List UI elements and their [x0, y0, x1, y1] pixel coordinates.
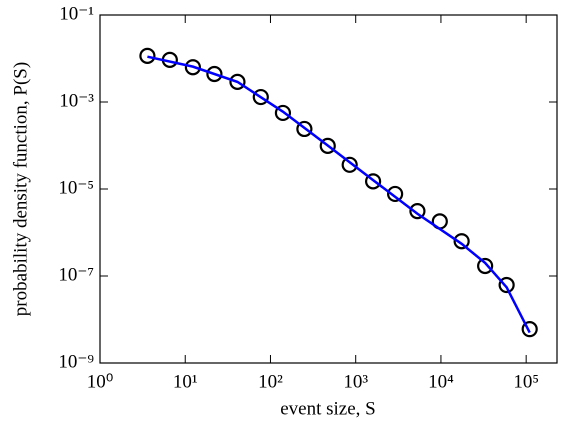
x-tick-label: 10⁰ — [87, 371, 114, 392]
data-point — [252, 88, 269, 106]
data-point — [453, 233, 470, 250]
y-axis-title: probability density function, P(S) — [10, 62, 31, 316]
y-tick-label: 10⁻⁹ — [58, 351, 94, 372]
y-tick-label: 10⁻¹ — [59, 3, 94, 24]
data-point — [409, 203, 426, 220]
data-point — [139, 47, 156, 64]
data-point — [477, 257, 494, 275]
y-tick-label: 10⁻⁷ — [58, 264, 94, 285]
x-tick-label: 10² — [258, 371, 283, 392]
x-tick-label: 10¹ — [173, 371, 198, 392]
data-point — [319, 137, 336, 154]
data-point — [521, 321, 538, 338]
x-tick-label: 10⁴ — [428, 371, 454, 392]
data-point — [229, 73, 246, 90]
x-tick-label: 10³ — [343, 371, 368, 392]
x-tick-label: 10⁵ — [513, 371, 539, 392]
y-tick-label: 10⁻⁵ — [58, 177, 94, 198]
data-point — [274, 104, 292, 122]
data-point — [364, 173, 382, 190]
data-point — [206, 65, 223, 83]
data-point — [498, 276, 515, 294]
x-axis-title: event size, S — [280, 398, 376, 419]
data-point — [341, 156, 358, 173]
data-point — [296, 120, 313, 138]
data-point — [387, 185, 404, 203]
fit-line — [147, 55, 531, 334]
y-tick-label: 10⁻³ — [59, 90, 94, 111]
data-point — [184, 59, 201, 76]
